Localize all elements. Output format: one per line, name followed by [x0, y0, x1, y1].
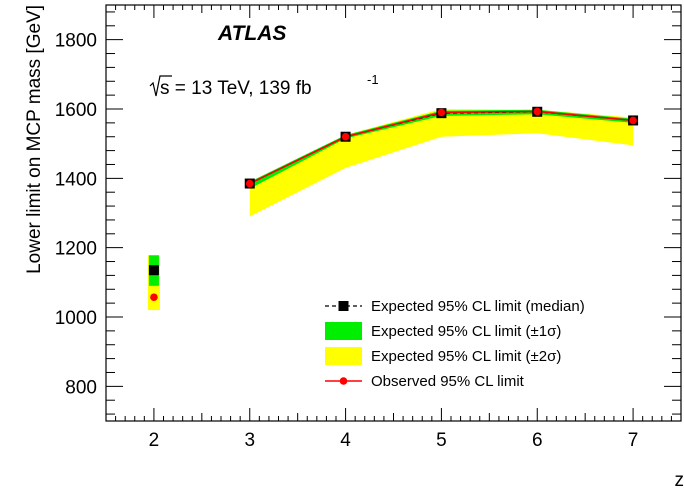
y-tick-label: 1800	[55, 31, 97, 52]
legend-label: Observed 95% CL limit	[371, 373, 525, 390]
x-axis-title: z	[675, 470, 684, 491]
legend-two-sigma-swatch	[325, 347, 362, 365]
observed-point	[341, 132, 350, 141]
energy-label: = 13 TeV, 139 fb	[170, 78, 312, 99]
sqrt-symbol	[149, 75, 172, 97]
legend-one-sigma-swatch	[325, 322, 362, 340]
observed-point	[245, 179, 254, 188]
y-tick-label: 1000	[55, 308, 97, 329]
x-axis: 2 3 4 5 6 7	[105, 5, 682, 451]
legend: Expected 95% CL limit (median) Expected 9…	[325, 298, 585, 390]
x-tick-label: 6	[532, 430, 543, 451]
x-tick-label: 3	[244, 430, 255, 451]
legend-label: Expected 95% CL limit (±2σ)	[371, 348, 561, 365]
experiment-label: ATLAS	[217, 22, 286, 45]
uncertainty-bands	[147, 109, 634, 311]
data-series	[148, 106, 639, 302]
x-tick-label: 7	[628, 430, 639, 451]
y-axis: 800 1000 1200 1400 1600 1800	[55, 11, 681, 415]
x-tick-label: 4	[340, 430, 351, 451]
observed-point	[629, 116, 637, 125]
legend-observed-marker	[339, 377, 348, 385]
energy-annotation: s = 13 TeV, 139 fb -1	[149, 72, 379, 99]
y-tick-label: 1200	[55, 239, 97, 260]
observed-point	[150, 293, 158, 302]
x-tick-label: 2	[149, 430, 160, 451]
y-tick-label: 1400	[55, 169, 97, 190]
lumi-exponent: -1	[367, 72, 379, 87]
y-tick-label: 800	[65, 377, 97, 398]
svg-text:s = 13 TeV, 139 fb: s = 13 TeV, 139 fb	[160, 78, 312, 99]
expected-point	[148, 265, 159, 276]
x-tick-label: 5	[436, 430, 447, 451]
y-tick-label: 1600	[55, 100, 97, 121]
sqrt-s-label: s	[160, 78, 170, 99]
two-sigma-band	[249, 109, 634, 217]
y-axis-title: Lower limit on MCP mass [GeV]	[24, 5, 45, 274]
legend-expected-marker	[338, 301, 349, 311]
observed-point	[437, 108, 446, 117]
legend-label: Expected 95% CL limit (±1σ)	[371, 323, 561, 340]
observed-point	[533, 107, 542, 116]
legend-label: Expected 95% CL limit (median)	[371, 298, 585, 315]
